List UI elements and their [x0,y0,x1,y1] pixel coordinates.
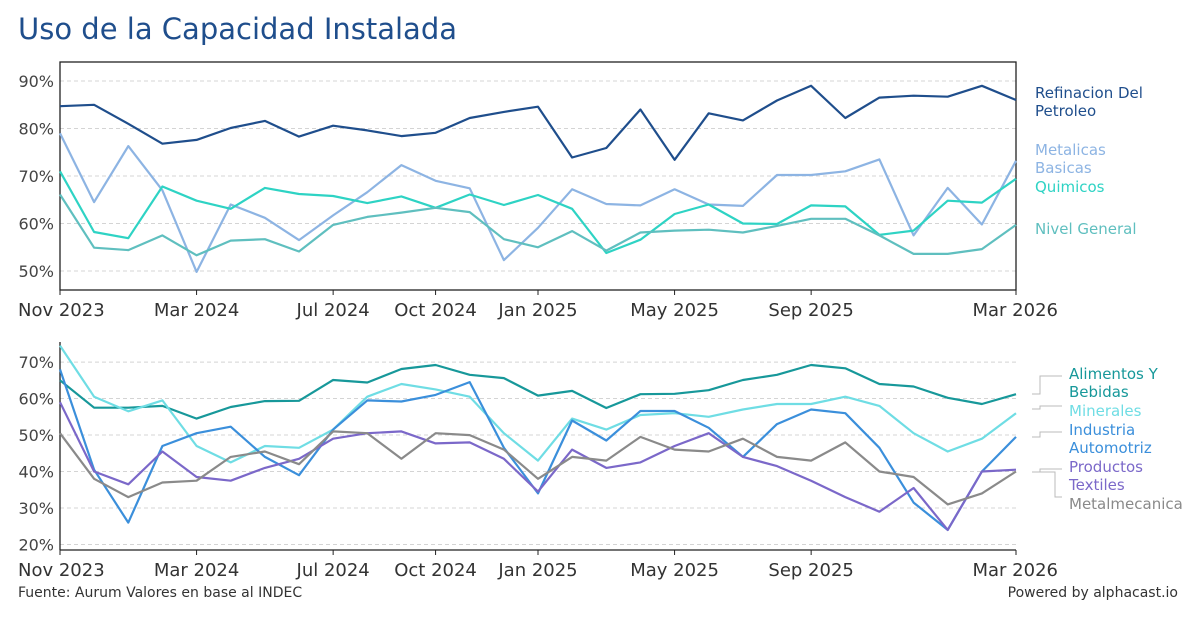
x-tick-label: May 2025 [630,560,719,581]
x-tick-label: Mar 2026 [973,560,1059,581]
x-tick-label: Nov 2023 [18,300,105,321]
x-tick-label: Oct 2024 [394,300,477,321]
series-line [59,132,1017,273]
x-tick-label: Oct 2024 [394,560,477,581]
series-line [59,363,1017,420]
legend-label: Minerales [1069,402,1142,420]
legend-label: Productos Textiles [1068,458,1143,494]
legend-label: Alimentos Y Bebidas [1069,365,1159,401]
y-tick-label: 60% [18,390,54,409]
series-line [59,193,1017,257]
x-tick-label: Jan 2025 [497,560,577,581]
source-note: Fuente: Aurum Valores en base al INDEC [18,585,303,601]
series-line [59,401,1017,531]
legend-leader-line [1032,471,1062,498]
series-line [59,170,1017,255]
legend-leader-line [1032,405,1062,410]
legend-label: Quimicos [1035,178,1105,196]
x-tick-label: Nov 2023 [18,560,105,581]
x-tick-label: Sep 2025 [768,300,853,321]
x-tick-label: Mar 2026 [973,300,1059,321]
y-tick-label: 60% [18,215,54,234]
legend-leader-line [1032,431,1062,438]
series-line [59,430,1017,506]
x-tick-label: Sep 2025 [768,560,853,581]
x-tick-label: Jul 2024 [296,300,370,321]
y-tick-label: 40% [18,463,54,482]
top-panel: 50% 60% 70% 80% 90% Nov 2023 Mar 2024 Jul 2024 O… [18,61,1143,321]
y-tick-label: 30% [18,499,54,518]
x-tick-label: Mar 2024 [154,560,240,581]
legend-label: Refinacion Del Petroleo [1035,84,1143,120]
x-tick-label: Jul 2024 [296,560,370,581]
legend-label: Nivel General [1035,220,1137,238]
y-tick-label: 90% [18,72,54,91]
x-tick-label: Mar 2024 [154,300,240,321]
x-tick-label: Jan 2025 [497,300,577,321]
y-tick-label: 80% [18,120,54,139]
y-tick-label: 50% [18,262,54,281]
powered-by: Powered by alphacast.io [1007,585,1178,601]
chart-title: Uso de la Capacidad Instalada [18,12,458,46]
y-tick-label: 50% [18,426,54,445]
legend-label: Industria Automotriz [1069,421,1152,457]
y-tick-label: 70% [18,167,54,186]
series-line [58,369,1017,531]
y-tick-label: 20% [18,536,54,555]
series-line [59,344,1017,464]
bottom-panel: 20% 30% 40% 50% 60% 70% Nov 2023 Mar 2024 Jul 20… [18,342,1183,581]
series-line [59,84,1017,161]
legend-label: Metalicas Basicas [1035,141,1106,177]
legend-label: Metalmecanica [1069,495,1183,513]
y-tick-label: 70% [18,353,54,372]
legend-leader-line [1032,375,1062,395]
x-tick-label: May 2025 [630,300,719,321]
